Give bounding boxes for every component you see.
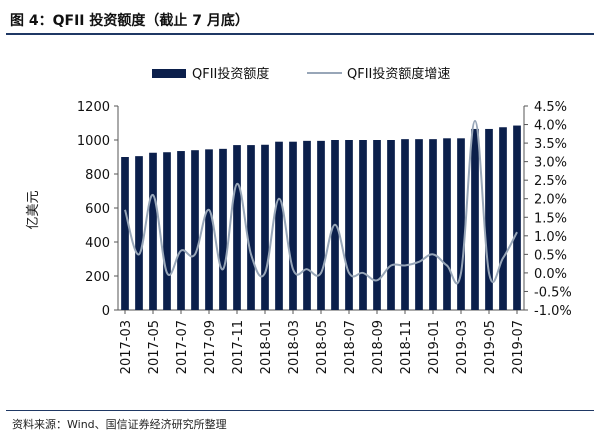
y-right-tick-label: 4.0%	[534, 119, 567, 134]
bar-2017-07	[177, 151, 185, 310]
x-tick-label: 2019-07	[511, 320, 526, 374]
legend-bar-label: QFII投资额度	[192, 66, 269, 82]
bar-2019-05	[485, 128, 493, 310]
bar-2018-03	[289, 141, 297, 310]
qfii-chart: QFII投资额度 QFII投资额度增速 亿美元 0 200 400 600 800 100…	[26, 66, 572, 374]
bar-2019-01	[429, 139, 437, 310]
bar-2018-12	[415, 139, 423, 310]
x-tick-label: 2018-05	[315, 320, 330, 374]
bar-2017-12	[247, 145, 255, 310]
bar-2018-07	[345, 140, 353, 310]
y-left-tick-label: 1000	[77, 134, 110, 149]
y-right-tick-label: 0.0%	[534, 267, 567, 282]
y-right-tick-label: -1.0%	[534, 304, 572, 319]
bar-2019-03	[457, 138, 465, 310]
bar-2017-09	[205, 149, 213, 310]
x-tick-label: 2018-03	[287, 320, 302, 374]
bar-2017-10	[219, 148, 227, 310]
y-right-tick-label: 4.5%	[534, 100, 567, 115]
bar-2018-04	[303, 140, 311, 310]
top-rule	[6, 33, 594, 35]
bar-2017-03	[121, 157, 129, 310]
bar-2019-02	[443, 138, 451, 310]
growth-line	[124, 119, 518, 285]
bar-2018-02	[275, 141, 283, 310]
legend-bar-swatch	[152, 69, 186, 78]
bar-2018-01	[261, 144, 269, 310]
bar-2018-10	[387, 140, 395, 310]
y-right-tick-label: 3.5%	[534, 137, 567, 152]
x-tick-label: 2019-01	[427, 320, 442, 374]
y-left-tick-label: 600	[85, 202, 110, 217]
bar-2018-08	[359, 140, 367, 310]
bar-2017-06	[163, 152, 171, 310]
x-tick-label: 2017-03	[119, 320, 134, 374]
bar-2017-05	[149, 152, 157, 310]
bar-2017-11	[233, 145, 241, 310]
x-axis-ticks: 2017-03 2017-05 2017-07 2017-09 2017-11 2018-…	[119, 310, 526, 374]
x-tick-label: 2017-05	[147, 320, 162, 374]
bar-2019-06	[499, 127, 507, 310]
bar-2018-09	[373, 140, 381, 310]
y-right-tick-label: 1.5%	[534, 211, 567, 226]
figure-title: 图 4：QFII 投资额度（截止 7 月底）	[10, 13, 249, 29]
y-axis-right-ticks: -1.0% -0.5% 0.0% 0.5% 1.0% 1.5% 2.0% 2.5% 3.0% 3.…	[524, 100, 572, 319]
y-axis-left-ticks: 0 200 400 600 800 1000 1200	[77, 100, 118, 319]
y-right-tick-label: 0.5%	[534, 248, 567, 263]
bar-2017-04	[135, 156, 143, 310]
y-left-tick-label: 1200	[77, 100, 110, 115]
x-tick-label: 2019-03	[455, 320, 470, 374]
bar-2018-05	[317, 140, 325, 310]
y-right-tick-label: 2.0%	[534, 193, 567, 208]
bottom-rule	[6, 410, 594, 411]
bar-2018-11	[401, 139, 409, 310]
bar-2019-04	[471, 128, 479, 310]
bar-2017-08	[191, 150, 199, 310]
x-tick-label: 2017-07	[175, 320, 190, 374]
legend: QFII投资额度 QFII投资额度增速	[152, 66, 450, 82]
y-axis-left-label: 亿美元	[26, 190, 41, 229]
y-left-tick-label: 400	[85, 236, 110, 251]
x-tick-label: 2018-09	[371, 320, 386, 374]
y-right-tick-label: 1.0%	[534, 230, 567, 245]
y-left-tick-label: 800	[85, 168, 110, 183]
y-left-tick-label: 0	[102, 304, 110, 319]
legend-line-label: QFII投资额度增速	[347, 66, 450, 82]
growth-line-series	[124, 119, 518, 285]
source-note: 资料来源：Wind、国信证券经济研究所整理	[12, 418, 227, 431]
y-right-tick-label: 2.5%	[534, 174, 567, 189]
y-right-tick-label: 3.0%	[534, 156, 567, 171]
y-left-tick-label: 200	[85, 270, 110, 285]
x-tick-label: 2018-07	[343, 320, 358, 374]
x-tick-label: 2018-11	[399, 320, 414, 374]
x-tick-label: 2017-11	[231, 320, 246, 374]
x-tick-label: 2017-09	[203, 320, 218, 374]
x-tick-label: 2019-05	[483, 320, 498, 374]
bars	[121, 125, 521, 310]
x-tick-label: 2018-01	[259, 320, 274, 374]
y-right-tick-label: -0.5%	[534, 285, 572, 300]
bar-2019-07	[513, 125, 521, 310]
